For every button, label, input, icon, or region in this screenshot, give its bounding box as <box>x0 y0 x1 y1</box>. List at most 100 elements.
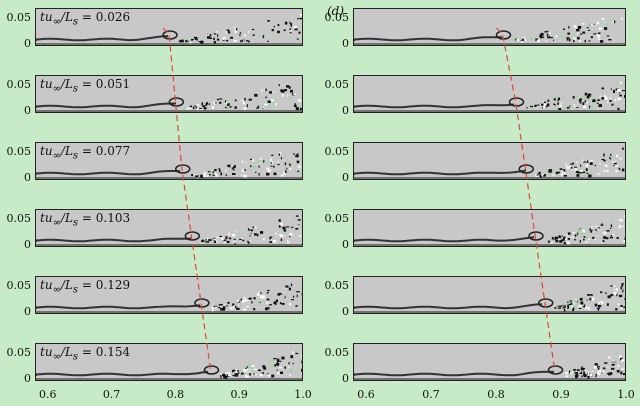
turbulence-speck <box>247 233 251 235</box>
turbulence-speck <box>568 237 571 239</box>
turbulence-speck <box>605 164 608 168</box>
turbulence-speck <box>587 367 590 370</box>
turbulence-speck <box>279 371 284 375</box>
turbulence-speck <box>614 352 618 355</box>
turbulence-speck <box>238 303 240 307</box>
turbulence-speck <box>250 158 252 161</box>
turbulence-speck <box>583 238 585 241</box>
turbulence-speck <box>301 360 302 364</box>
turbulence-speck <box>244 375 248 378</box>
turbulence-speck <box>606 237 609 240</box>
turbulence-speck <box>589 160 593 162</box>
turbulence-speck <box>278 84 280 87</box>
turbulence-speck <box>233 238 236 240</box>
turbulence-speck <box>604 23 608 26</box>
turbulence-speck <box>536 39 540 43</box>
turbulence-speck <box>286 85 290 88</box>
turbulence-speck <box>276 369 278 371</box>
turbulence-speck <box>288 163 291 165</box>
turbulence-speck <box>269 91 272 94</box>
turbulence-speck <box>265 96 267 99</box>
turbulence-speck <box>584 92 588 96</box>
turbulence-speck <box>266 172 270 176</box>
turbulence-speck <box>222 36 226 40</box>
turbulence-speck <box>576 369 579 371</box>
turbulence-speck <box>292 363 295 365</box>
turbulence-speck <box>283 172 285 174</box>
turbulence-speck <box>617 107 620 111</box>
turbulence-speck <box>582 308 584 310</box>
turbulence-speck <box>579 240 581 243</box>
turbulence-speck <box>224 372 229 375</box>
turbulence-speck <box>205 239 207 241</box>
turbulence-speck <box>295 305 298 307</box>
turbulence-speck <box>234 374 238 377</box>
y-tick-label: 0.05 <box>324 212 350 225</box>
turbulence-speck <box>257 302 260 305</box>
turbulence-speck <box>210 173 213 177</box>
turbulence-speck <box>596 21 600 25</box>
turbulence-speck <box>231 167 234 170</box>
turbulence-speck <box>257 105 260 108</box>
turbulence-speck <box>227 372 231 375</box>
turbulence-speck <box>604 362 608 364</box>
turbulence-speck <box>241 160 244 163</box>
turbulence-speck <box>549 32 551 34</box>
turbulence-speck <box>264 103 268 106</box>
turbulence-speck <box>271 359 276 361</box>
turbulence-speck <box>577 26 582 29</box>
turbulence-speck <box>544 241 547 243</box>
turbulence-speck <box>562 170 564 173</box>
turbulence-speck <box>226 31 228 34</box>
turbulence-speck <box>245 369 248 371</box>
turbulence-speck <box>277 30 280 34</box>
turbulence-speck <box>247 228 250 231</box>
turbulence-speck <box>300 14 302 17</box>
time-label: tu∞/Ls = 0.051 <box>40 77 131 95</box>
turbulence-speck <box>618 167 621 170</box>
turbulence-speck <box>601 223 603 226</box>
turbulence-speck <box>288 154 290 156</box>
turbulence-speck <box>232 303 235 307</box>
turbulence-speck <box>267 289 270 292</box>
turbulence-speck <box>613 89 616 93</box>
turbulence-speck <box>229 170 233 173</box>
turbulence-speck <box>558 108 562 111</box>
turbulence-speck <box>565 372 568 375</box>
turbulence-speck <box>555 239 559 243</box>
turbulence-speck <box>621 368 625 370</box>
turbulence-speck <box>615 170 618 173</box>
turbulence-speck <box>612 359 614 362</box>
turbulence-speck <box>555 97 559 100</box>
turbulence-speck <box>215 240 218 242</box>
turbulence-speck <box>548 171 552 173</box>
turbulence-speck <box>574 169 577 173</box>
turbulence-speck <box>255 373 257 376</box>
turbulence-speck <box>282 173 286 175</box>
turbulence-speck <box>294 371 298 373</box>
turbulence-speck <box>284 295 286 299</box>
turbulence-speck <box>302 100 303 103</box>
turbulence-speck <box>207 171 211 173</box>
turbulence-speck <box>227 103 230 106</box>
turbulence-speck <box>573 39 575 43</box>
turbulence-speck <box>229 307 233 310</box>
turbulence-speck <box>575 171 579 173</box>
turbulence-speck <box>609 228 612 230</box>
turbulence-speck <box>604 231 607 235</box>
turbulence-speck <box>585 168 588 171</box>
turbulence-speck <box>262 238 265 241</box>
turbulence-speck <box>262 35 265 39</box>
turbulence-speck <box>268 360 271 363</box>
turbulence-speck <box>560 173 564 176</box>
turbulence-speck <box>554 236 559 240</box>
turbulence-speck <box>576 232 579 236</box>
turbulence-speck <box>290 355 294 359</box>
turbulence-speck <box>601 97 605 100</box>
turbulence-speck <box>233 241 236 243</box>
turbulence-speck <box>622 373 625 376</box>
turbulence-speck <box>258 165 260 168</box>
turbulence-speck <box>588 374 590 376</box>
turbulence-speck <box>277 360 282 362</box>
turbulence-speck <box>213 33 217 35</box>
